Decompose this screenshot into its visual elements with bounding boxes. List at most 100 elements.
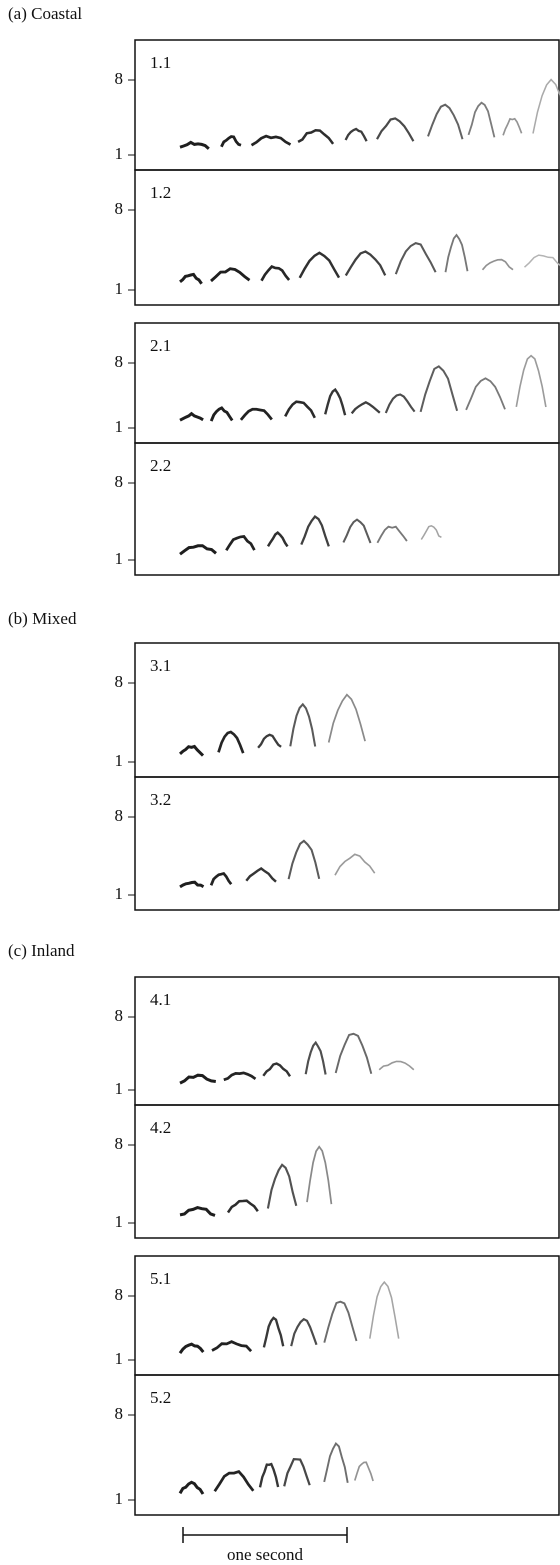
spectrogram-syllable (180, 1344, 203, 1353)
spectrogram-syllable (324, 1302, 356, 1343)
spectrogram-syllable (428, 105, 463, 140)
panel-label: 1.2 (150, 183, 171, 202)
spectrogram-syllable (289, 841, 320, 879)
y-tick-label: 8 (115, 806, 124, 825)
spectrogram-syllable (180, 1208, 215, 1216)
spectrogram-syllable (180, 546, 216, 555)
spectrogram-syllable (180, 142, 209, 148)
spectrogram-syllable (180, 882, 204, 887)
panel-label: 2.1 (150, 336, 171, 355)
y-tick-label: 8 (115, 199, 124, 218)
spectrogram-syllable (180, 1075, 216, 1083)
panel-frame (135, 643, 559, 777)
section-label: (a) Coastal (8, 4, 82, 23)
panel-frame (135, 777, 559, 910)
scale-bar-label: one second (227, 1545, 304, 1564)
y-tick-label: 8 (115, 672, 124, 691)
spectrogram-syllable (386, 395, 415, 414)
spectrogram-syllable (264, 1318, 283, 1348)
y-tick-label: 1 (115, 144, 124, 163)
y-tick-label: 1 (115, 549, 124, 568)
spectrogram-syllable (346, 129, 367, 141)
spectrogram-syllable (219, 732, 244, 753)
y-tick-label: 8 (115, 472, 124, 491)
spectrogram-syllable (291, 1319, 316, 1346)
y-tick-label: 8 (115, 69, 124, 88)
spectrogram-syllable (263, 1064, 290, 1077)
spectrogram-syllable (262, 267, 290, 281)
section-label: (c) Inland (8, 941, 75, 960)
spectrogram-syllable (355, 1462, 373, 1481)
spectrogram-syllable (180, 414, 203, 421)
panel-label: 3.1 (150, 656, 171, 675)
spectrogram-syllable (525, 255, 560, 267)
panel-label: 4.2 (150, 1118, 171, 1137)
spectrogram-syllable (377, 527, 407, 543)
y-tick-label: 8 (115, 1285, 124, 1304)
panel-frame (135, 323, 559, 443)
y-tick-label: 1 (115, 1349, 124, 1368)
spectrogram-syllable (258, 735, 281, 748)
spectrogram-syllable (306, 1043, 326, 1075)
spectrogram-syllable (226, 537, 254, 551)
panel-label: 4.1 (150, 990, 171, 1009)
spectrogram-syllable (533, 80, 560, 135)
spectrogram-syllable (396, 243, 436, 274)
y-tick-label: 8 (115, 1134, 124, 1153)
spectrogram-syllable (228, 1201, 258, 1213)
spectrogram-syllable (516, 356, 546, 407)
spectrogram-syllable (246, 869, 276, 882)
spectrogram-syllable (221, 137, 241, 147)
panel-label: 5.1 (150, 1269, 171, 1288)
spectrogram-syllable (211, 408, 232, 421)
spectrogram-syllable (466, 378, 505, 410)
spectrogram-syllable (346, 252, 385, 276)
panel-frame (135, 1105, 559, 1238)
y-tick-label: 8 (115, 352, 124, 371)
spectrogram-syllable (298, 130, 333, 144)
panel-label: 2.2 (150, 456, 171, 475)
panel-frame (135, 443, 559, 575)
panel-frame (135, 1256, 559, 1375)
spectrogram-syllable (252, 136, 291, 145)
spectrogram-syllable (324, 1444, 348, 1483)
spectrogram-syllable (224, 1073, 256, 1080)
spectrogram-syllable (335, 854, 375, 875)
spectrogram-syllable (268, 1165, 296, 1209)
spectrogram-syllable (421, 366, 458, 412)
panel-label: 3.2 (150, 790, 171, 809)
y-tick-label: 1 (115, 417, 124, 436)
spectrogram-syllable (343, 520, 370, 543)
panel-frame (135, 1375, 559, 1515)
spectrogram-syllable (469, 103, 495, 138)
spectrogram-syllable (285, 402, 315, 418)
panel-label: 1.1 (150, 53, 171, 72)
y-tick-label: 1 (115, 279, 124, 298)
spectrogram-syllable (180, 274, 202, 283)
spectrogram-syllable (446, 235, 468, 272)
panel-frame (135, 170, 559, 305)
y-tick-label: 1 (115, 884, 124, 903)
spectrogram-syllable (211, 874, 231, 886)
spectrogram-syllable (307, 1147, 331, 1204)
spectrogram-syllable (241, 409, 272, 420)
spectrogram-syllable (503, 119, 521, 136)
y-tick-label: 8 (115, 1404, 124, 1423)
spectrogram-syllable (260, 1464, 278, 1487)
figure: one second (a) Coastal 1.1 8 1 1.2 8 1 2.1 8 1 2.2… (0, 0, 560, 1565)
spectrogram-syllable (268, 533, 288, 547)
panel-label: 5.2 (150, 1388, 171, 1407)
spectrogram-syllable (421, 526, 441, 540)
y-tick-label: 1 (115, 1489, 124, 1508)
spectrogram-syllable (215, 1472, 254, 1492)
spectrogram-syllable (301, 517, 329, 547)
y-tick-label: 1 (115, 1079, 124, 1098)
spectrogram-syllable (329, 695, 365, 743)
panel-frame (135, 40, 559, 170)
spectrogram-syllable (284, 1459, 310, 1486)
spectrogram-syllable (180, 747, 203, 756)
spectrogram-syllable (379, 1061, 414, 1069)
spectrogram-syllable (336, 1034, 372, 1074)
spectrogram-syllable (212, 1342, 251, 1352)
spectrogram-syllable (325, 390, 345, 416)
